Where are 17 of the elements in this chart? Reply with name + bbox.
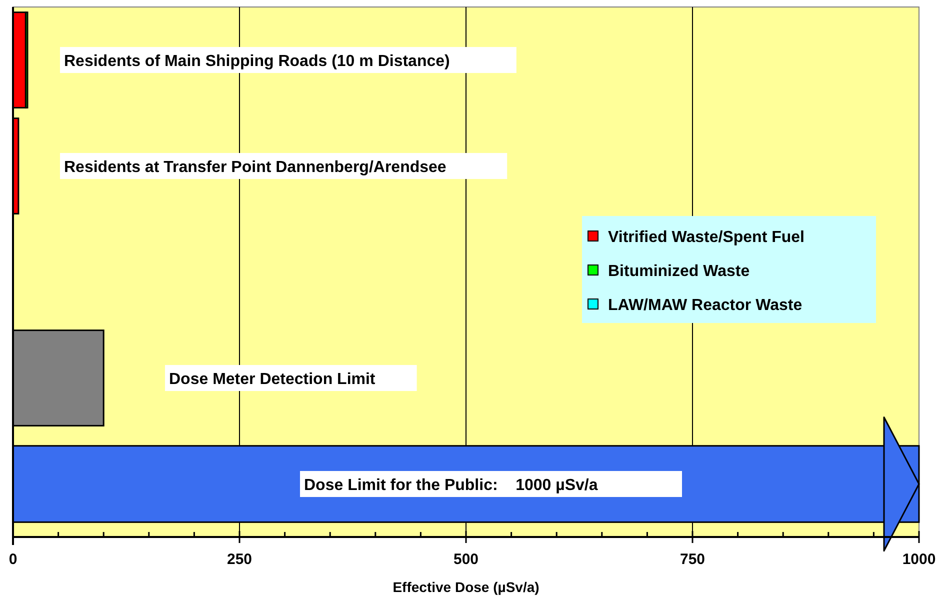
- x-tick-label: 250: [226, 551, 252, 568]
- x-tick-label: 750: [680, 551, 706, 568]
- legend-label: Bituminized Waste: [608, 263, 750, 280]
- y-tick-label: Residents at Transfer Point Dannenberg/Arendsee: [64, 159, 446, 176]
- x-tick-label: 0: [8, 551, 18, 568]
- label-box: Residents at Transfer Point Dannenberg/Arendsee: [60, 153, 508, 179]
- x-axis-title: Effective Dose (µSv/a): [392, 579, 540, 595]
- label-box: Dose Meter Detection Limit: [165, 365, 417, 391]
- x-tick-label: 500: [453, 551, 479, 568]
- y-tick-label: Dose Meter Detection Limit: [169, 371, 376, 388]
- y-tick-label: Residents of Main Shipping Roads (10 m Distance): [64, 53, 450, 70]
- y-tick-label: Dose Limit for the Public: 1000 µSv/a: [304, 477, 598, 494]
- legend-label: Vitrified Waste/Spent Fuel: [608, 229, 804, 246]
- label-box: Residents of Main Shipping Roads (10 m Distance): [60, 47, 516, 73]
- label-box: Dose Limit for the Public: 1000 µSv/a: [300, 471, 682, 497]
- legend-label: LAW/MAW Reactor Waste: [608, 297, 802, 314]
- x-tick-label: 1000: [902, 551, 936, 568]
